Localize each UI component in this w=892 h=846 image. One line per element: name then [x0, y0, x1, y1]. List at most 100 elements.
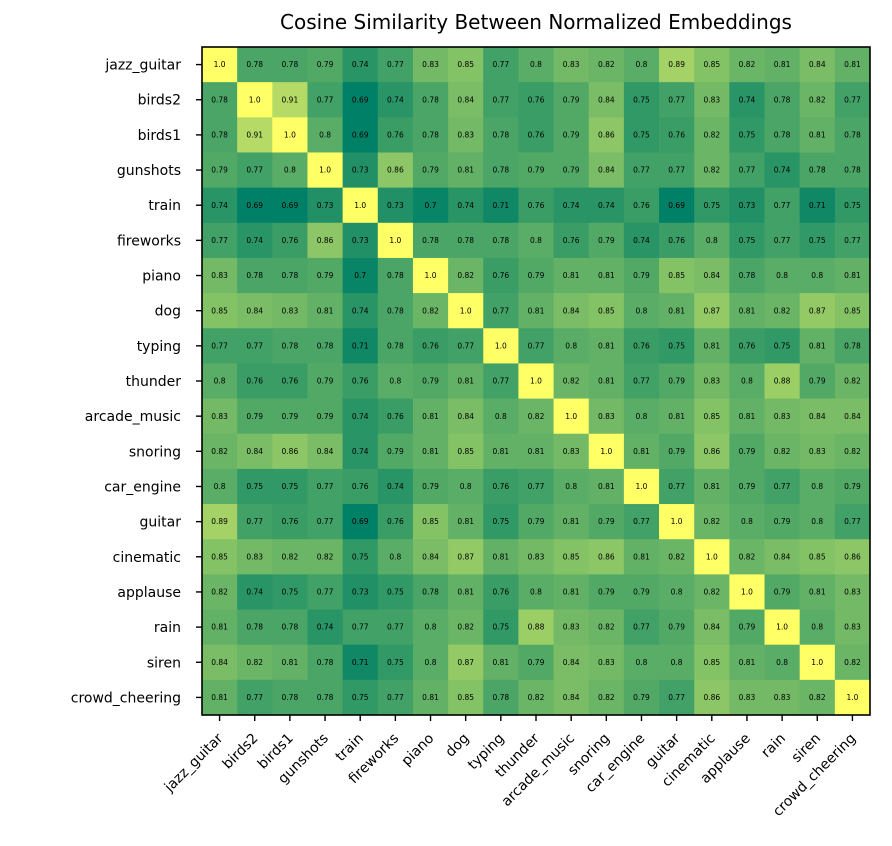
cell-value-label: 0.77 [633, 166, 650, 175]
heatmap-cell [342, 257, 379, 294]
heatmap-cell [237, 47, 273, 83]
cell-value-label: 0.8 [811, 271, 823, 280]
heatmap-cell [307, 433, 344, 470]
cell-value-label: 0.83 [211, 412, 228, 421]
cell-value-label: 0.74 [352, 447, 369, 456]
heatmap-cell [483, 539, 519, 575]
cell-value-label: 0.69 [352, 130, 369, 139]
heatmap-cell [694, 679, 730, 716]
y-tick-label: guitar [140, 515, 182, 531]
cell-value-label: 0.81 [317, 306, 334, 315]
cell-value-label: 0.83 [844, 623, 861, 632]
heatmap-cell [799, 433, 836, 470]
cell-value-label: 0.8 [565, 341, 577, 350]
heatmap-cell [729, 539, 765, 575]
heatmap-cell [412, 293, 449, 329]
cell-value-label: 0.82 [563, 377, 580, 386]
heatmap-cell [377, 222, 414, 259]
heatmap-cell [729, 293, 765, 329]
heatmap-cell [834, 82, 871, 118]
heatmap-cell [623, 117, 660, 153]
cell-value-label: 0.79 [528, 166, 545, 175]
heatmap-cell [448, 152, 484, 189]
cell-value-label: 0.78 [844, 166, 861, 175]
cell-value-label: 0.84 [246, 447, 263, 456]
cell-value-label: 0.82 [809, 95, 826, 104]
heatmap-cell [448, 82, 484, 118]
cell-value-label: 0.79 [668, 623, 685, 632]
heatmap-cell [272, 468, 308, 505]
cell-value-label: 0.81 [703, 341, 720, 350]
cell-value-label: 0.86 [703, 447, 720, 456]
heatmap-cell [342, 574, 379, 610]
heatmap-cell [412, 433, 449, 470]
heatmap-cell [834, 117, 871, 153]
cell-value-label: 0.74 [739, 95, 756, 104]
cell-value-label: 0.74 [633, 236, 650, 245]
heatmap-cell [412, 187, 449, 224]
heatmap-cell [799, 187, 836, 224]
cell-value-label: 0.8 [636, 306, 648, 315]
cell-value-label: 0.74 [387, 482, 404, 491]
cell-value-label: 1.0 [846, 693, 858, 702]
cell-value-label: 0.78 [282, 693, 299, 702]
heatmap-cell [307, 504, 344, 540]
cell-value-label: 0.86 [844, 552, 861, 561]
cell-value-label: 0.78 [844, 341, 861, 350]
cell-value-label: 0.79 [598, 236, 615, 245]
y-tick-label: crowd_cheering [71, 690, 181, 706]
cell-value-label: 1.0 [389, 236, 401, 245]
cell-value-label: 0.69 [352, 517, 369, 526]
heatmap-cell [448, 433, 484, 470]
cell-value-label: 0.78 [457, 236, 474, 245]
heatmap-cell [272, 433, 308, 470]
cell-value-label: 0.82 [739, 552, 756, 561]
cell-value-label: 1.0 [530, 377, 542, 386]
heatmap-cell [448, 468, 484, 505]
y-tick-label: car_engine [104, 479, 181, 495]
heatmap-cell [623, 679, 660, 716]
heatmap-cell [237, 363, 273, 399]
x-tick-label: birds2 [220, 731, 262, 773]
heatmap-cell [483, 398, 519, 435]
cell-value-label: 0.78 [422, 130, 439, 139]
heatmap-cell [553, 609, 590, 646]
cell-value-label: 0.79 [563, 166, 580, 175]
heatmap-cell [659, 644, 695, 681]
cell-value-label: 0.75 [844, 201, 861, 210]
cell-value-label: 0.8 [389, 377, 401, 386]
cell-value-label: 0.86 [703, 693, 720, 702]
heatmap-cell [377, 117, 414, 153]
heatmap-cell [799, 363, 836, 399]
heatmap-cell [623, 644, 660, 681]
y-tick-label: snoring [129, 444, 181, 460]
heatmap-cell [764, 468, 801, 505]
cell-value-label: 0.83 [703, 95, 720, 104]
cell-value-label: 0.8 [636, 412, 648, 421]
cell-value-label: 0.81 [633, 552, 650, 561]
heatmap-cell [764, 293, 801, 329]
cell-value-label: 0.77 [774, 201, 791, 210]
heatmap-cell [342, 644, 379, 681]
cell-value-label: 0.79 [633, 271, 650, 280]
heatmap-cell [307, 398, 344, 435]
cell-value-label: 0.77 [668, 693, 685, 702]
heatmap-cell [659, 328, 695, 364]
cell-value-label: 0.78 [492, 130, 509, 139]
heatmap-cell [272, 222, 308, 259]
heatmap-cell [377, 363, 414, 399]
cell-value-label: 0.82 [598, 693, 615, 702]
cell-value-label: 0.8 [460, 482, 472, 491]
cell-value-label: 0.8 [811, 623, 823, 632]
cell-value-label: 0.77 [774, 236, 791, 245]
cell-value-label: 0.77 [528, 341, 545, 350]
heatmap-cell [729, 222, 765, 259]
heatmap-cell [412, 363, 449, 399]
heatmap-cell [518, 644, 554, 681]
heatmap-cell [202, 679, 238, 716]
cell-value-label: 1.0 [671, 517, 683, 526]
heatmap-cell [342, 328, 379, 364]
heatmap-cell [659, 539, 695, 575]
heatmap-cell [553, 152, 590, 189]
cell-value-label: 0.76 [387, 130, 404, 139]
